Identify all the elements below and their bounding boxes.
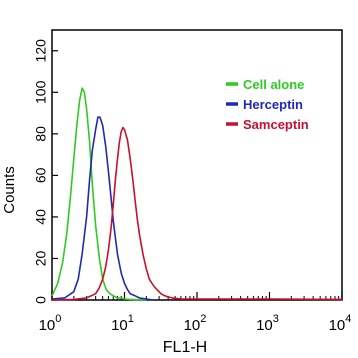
- series-layer: [51, 87, 343, 301]
- legend: Cell alone Herceptin Samceptin: [226, 77, 309, 132]
- y-tick-label: 40: [33, 209, 49, 225]
- y-tick-label: 100: [33, 80, 49, 104]
- legend-label: Samceptin: [243, 117, 309, 132]
- legend-label: Herceptin: [243, 97, 303, 112]
- y-tick-label: 0: [33, 296, 49, 304]
- x-tick-base: 10: [256, 317, 273, 334]
- x-tick-label: 101: [111, 313, 134, 334]
- x-tick-base: 10: [329, 317, 346, 334]
- y-tick-label: 20: [33, 250, 49, 266]
- y-tick-label: 80: [33, 126, 49, 142]
- y-axis-ticks: 0 20 40 60 80 100 120: [33, 39, 58, 304]
- x-tick-label: 103: [256, 313, 279, 334]
- x-tick-exponent: 3: [273, 313, 279, 325]
- x-tick-base: 10: [39, 317, 56, 334]
- x-tick-base: 10: [111, 317, 128, 334]
- x-tick-exponent: 1: [128, 313, 134, 325]
- x-tick-base: 10: [184, 317, 201, 334]
- x-tick-label: 102: [184, 313, 207, 334]
- series-line-herceptin: [51, 116, 154, 301]
- plot-frame: [51, 29, 343, 301]
- legend-label: Cell alone: [243, 77, 304, 92]
- series-line-cell-alone: [51, 87, 147, 301]
- x-tick-label: 100: [39, 313, 62, 334]
- x-tick-exponent: 0: [55, 313, 61, 325]
- x-tick-exponent: 4: [345, 313, 351, 325]
- y-tick-label: 120: [33, 39, 49, 63]
- x-axis-title: FL1-H: [163, 339, 207, 356]
- series-line-samceptin: [51, 126, 343, 301]
- y-axis-title: Counts: [1, 166, 18, 214]
- y-tick-label: 60: [33, 167, 49, 183]
- x-tick-exponent: 2: [200, 313, 206, 325]
- x-tick-label: 104: [329, 313, 352, 334]
- x-axis-ticks: 100 101 102 103 104: [39, 292, 352, 334]
